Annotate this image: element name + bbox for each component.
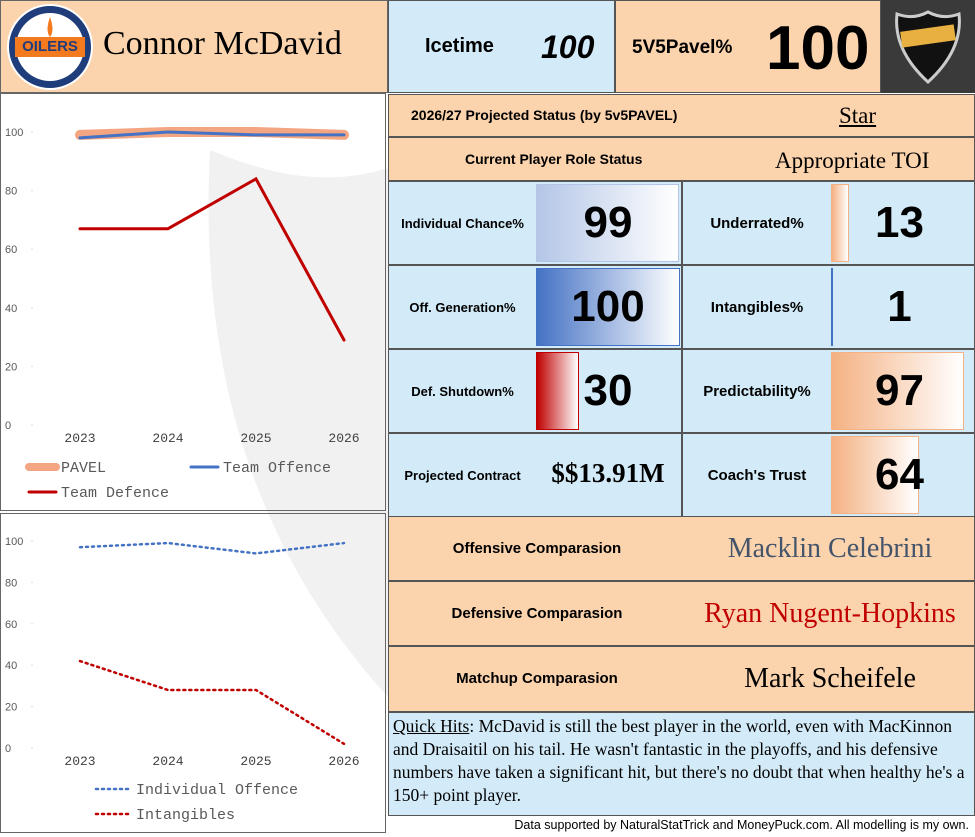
data-bar [831, 436, 919, 514]
comparison-label: Defensive Comparasion [451, 605, 623, 622]
value: 100 [541, 29, 595, 65]
value: 100 [766, 14, 870, 83]
comparison-label: Offensive Comparasion [452, 540, 622, 557]
value: Appropriate TOI [775, 148, 930, 173]
metric-value: 1 [887, 282, 912, 331]
quick-hits-text: : McDavid is still the best player in th… [393, 716, 965, 805]
label: Icetime [425, 35, 494, 57]
legend-label: Intangibles [136, 807, 235, 824]
metric-label: Off. Generation% [409, 299, 516, 315]
metric-cell: Predictability% 97 [682, 349, 975, 433]
x-tick-label: 2023 [64, 431, 95, 446]
metric-cell: Intangibles% 1 [682, 265, 975, 349]
x-tick-label: 2025 [240, 431, 271, 446]
series-line [78, 541, 346, 555]
metric-label: Individual Chance% [401, 215, 524, 231]
y-tick-label: 20 [5, 702, 17, 714]
metric-value: 99 [583, 198, 633, 247]
metric-value: 100 [571, 282, 645, 331]
x-tick-label: 2026 [328, 754, 359, 769]
metric-label: Def. Shutdown% [411, 383, 514, 399]
metric-label: Coach's Trust [707, 466, 807, 484]
y-tick-label: 100 [5, 536, 23, 548]
metrics-grid: Individual Chance% 99 Underrated% 13 Off. Ge… [388, 181, 975, 517]
role-status: Current Player Role Status Appropriate T… [388, 137, 975, 181]
metric-cell: Coach's Trust 64 [682, 433, 975, 517]
series-line [78, 176, 346, 342]
pavel-cell: 5V5Pavel% 100 [615, 0, 881, 93]
y-tick-label: 40 [5, 303, 17, 315]
legend-label: PAVEL [61, 460, 106, 477]
y-tick-label: 100 [5, 127, 23, 139]
metric-cell: Def. Shutdown% 30 [388, 349, 682, 433]
metric-value: 30 [583, 366, 633, 415]
x-tick-label: 2023 [64, 754, 95, 769]
y-tick-label: 80 [5, 577, 17, 589]
header: OILERS Connor McDavid [0, 0, 388, 93]
label: 2026/27 Projected Status (by 5v5PAVEL) [411, 107, 678, 123]
team-logo: OILERS [7, 4, 93, 90]
data-bar [831, 184, 849, 262]
x-tick-label: 2024 [152, 754, 183, 769]
metric-cell: Projected Contract $$13.91M [388, 433, 682, 517]
metric-label: Underrated% [710, 214, 804, 232]
value: Star [839, 103, 877, 128]
legend-label: Team Offence [223, 460, 331, 477]
y-tick-label: 0 [5, 743, 11, 755]
metric-cell: Off. Generation% 100 [388, 265, 682, 349]
data-bar [831, 352, 964, 430]
series-line [78, 130, 346, 140]
data-bar [536, 268, 680, 346]
projected-status: 2026/27 Projected Status (by 5v5PAVEL) S… [388, 94, 975, 137]
label: Current Player Role Status [465, 151, 643, 167]
comparison-label: Matchup Comparasion [456, 670, 618, 687]
metric-cell: Underrated% 13 [682, 181, 975, 265]
legend-label: Team Defence [61, 485, 169, 502]
metric-value: 13 [875, 198, 924, 247]
metric-label: Intangibles% [710, 298, 804, 316]
comparison-row: Defensive Comparasion Ryan Nugent-Hopkins [388, 581, 975, 646]
y-tick-label: 60 [5, 619, 17, 631]
x-tick-label: 2024 [152, 431, 183, 446]
icetime-cell: Icetime 100 [388, 0, 615, 93]
quick-hits: Quick Hits: McDavid is still the best pl… [388, 712, 975, 816]
y-tick-label: 40 [5, 660, 17, 672]
comparison-value: Ryan Nugent-Hopkins [704, 597, 956, 629]
y-tick-label: 0 [5, 420, 11, 432]
data-bar [536, 184, 679, 262]
footer: Data supported by NaturalStatTrick and M… [514, 818, 969, 832]
quick-hits-label: Quick Hits [393, 716, 470, 736]
chart: 0 20 40 60 80 100 2023 2024 2025 2026 Individual O… [0, 513, 386, 833]
legend-label: Individual Offence [136, 782, 298, 799]
comparison-row: Offensive Comparasion Macklin Celebrini [388, 516, 975, 581]
metric-label: Projected Contract [404, 467, 521, 483]
comparisons: Offensive Comparasion Macklin Celebrini De… [388, 516, 975, 712]
y-tick-label: 60 [5, 244, 17, 256]
y-tick-label: 80 [5, 186, 17, 198]
player-name: Connor McDavid [103, 25, 342, 62]
metric-cell: Individual Chance% 99 [388, 181, 682, 265]
series-line [78, 659, 346, 746]
x-tick-label: 2026 [328, 431, 359, 446]
chart: 0 20 40 60 80 100 2023 2024 2025 2026 PAVEL Team Of… [0, 93, 386, 511]
comparison-value: Macklin Celebrini [727, 532, 933, 564]
data-bar [536, 352, 580, 430]
y-tick-label: 20 [5, 361, 17, 373]
x-tick-label: 2025 [240, 754, 271, 769]
metric-value: 97 [875, 366, 924, 415]
comparison-row: Matchup Comparasion Mark Scheifele [388, 646, 975, 712]
label: 5V5Pavel% [632, 37, 733, 58]
comparison-value: Mark Scheifele [744, 662, 916, 694]
metric-value: 64 [875, 450, 924, 499]
data-bar [831, 268, 833, 346]
league-logo [881, 0, 975, 93]
logo-text: OILERS [22, 38, 78, 55]
metric-label: Predictability% [703, 382, 811, 400]
metric-value: $$13.91M [551, 458, 665, 488]
